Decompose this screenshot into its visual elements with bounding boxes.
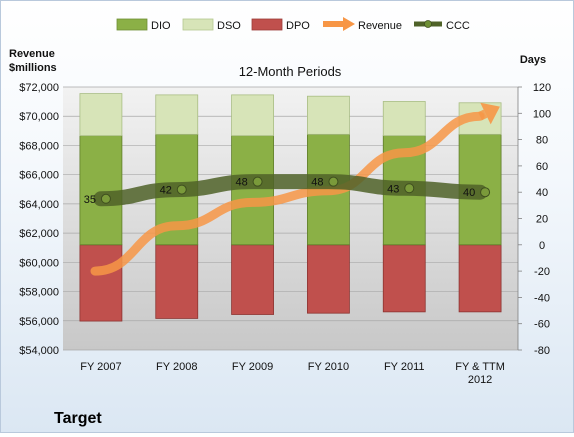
left-tick-label: $72,000 (19, 82, 59, 94)
x-tick-label: FY 2007 (80, 361, 121, 373)
ccc-data-label: 42 (160, 185, 172, 197)
ccc-data-label: 48 (235, 177, 247, 189)
legend-label-dso: DSO (217, 20, 241, 32)
left-axis-title-line-2: $millions (9, 62, 57, 74)
right-tick-label: -80 (534, 345, 550, 357)
bar-dio (231, 135, 274, 246)
left-tick-label: $56,000 (19, 316, 59, 328)
right-tick-label: -20 (534, 266, 550, 278)
bar-dpo (231, 244, 274, 315)
bar-dpo (307, 244, 350, 314)
left-axis-ticks: $54,000 $56,000 $58,000 $60,000 $62,000 $64,0… (19, 82, 59, 357)
ccc-data-label: 40 (463, 187, 475, 199)
right-tick-label: 40 (536, 187, 548, 199)
gridlines (63, 86, 518, 351)
ccc-marker (404, 183, 415, 194)
company-label: Target (54, 410, 102, 427)
left-axis-title-line-1: Revenue (9, 48, 55, 60)
right-tick-label: 100 (533, 108, 551, 120)
legend-swatch-dio (116, 18, 148, 31)
bar-dpo (155, 244, 199, 319)
right-tick-label: -40 (534, 292, 550, 304)
x-tick-label: FY 2010 (308, 361, 349, 373)
right-tick-label: 0 (539, 240, 545, 252)
x-tick-label: FY 2011 (384, 361, 425, 373)
revenue-arrow-shaft (478, 109, 488, 121)
left-tick-label: $68,000 (19, 140, 59, 152)
left-tick-label: $62,000 (19, 228, 59, 240)
legend-label-ccc: CCC (446, 20, 470, 32)
x-tick-label: FY 2008 (156, 361, 197, 373)
revenue-arrow-head (480, 102, 500, 125)
revenue-arrow (90, 102, 500, 276)
ccc-marker (328, 176, 339, 187)
x-tick-label: FY 2009 (232, 361, 273, 373)
ccc-marker (176, 184, 187, 195)
bar-dso (231, 94, 274, 137)
legend-label-revenue: Revenue (358, 20, 402, 32)
bar-dio (79, 135, 123, 246)
ccc-marker (100, 193, 111, 204)
ccc-series: 35 42 48 48 43 40 (84, 174, 491, 207)
left-tick-label: $60,000 (19, 257, 59, 269)
legend-label-dio: DIO (151, 20, 171, 32)
legend: DIO DSO DPO Revenue CCC (116, 17, 470, 32)
left-tick-label: $58,000 (19, 287, 59, 299)
left-tick-label: $66,000 (19, 170, 59, 182)
revenue-arrow-line (90, 111, 485, 276)
right-axis-ticks: -80 -60 -40 -20 0 20 40 60 80 100 120 (517, 82, 551, 357)
x-axis-ticks: FY 2007 FY 2008 FY 2009 FY 2010 FY 2011 FY & … (80, 361, 505, 386)
left-axis-title: Revenue $millions (9, 48, 57, 74)
bar-dso (382, 101, 426, 137)
legend-swatch-dso (182, 18, 214, 31)
right-tick-label: 20 (536, 214, 548, 226)
right-tick-label: 80 (536, 135, 548, 147)
right-tick-label: -60 (534, 319, 550, 331)
legend-swatch-dpo (251, 18, 283, 31)
ccc-data-label: 43 (387, 183, 399, 195)
ccc-marker (480, 187, 491, 198)
bar-dpo (458, 244, 502, 313)
legend-swatch-revenue (323, 17, 355, 31)
bar-dso (307, 95, 350, 135)
bar-dpo (382, 244, 426, 313)
legend-label-dpo: DPO (286, 20, 310, 32)
ccc-data-label: 48 (311, 177, 323, 189)
right-tick-label: 60 (536, 161, 548, 173)
ccc-data-label: 35 (84, 194, 96, 206)
ccc-marker (252, 176, 263, 187)
x-tick-label: FY & TTM (455, 361, 505, 373)
left-tick-label: $64,000 (19, 199, 59, 211)
right-tick-label: 120 (533, 82, 551, 94)
x-tick-label: 2012 (468, 374, 492, 386)
bar-dso (79, 93, 123, 137)
legend-swatch-ccc (414, 20, 442, 28)
bar-dso (155, 94, 199, 135)
left-tick-label: $54,000 (19, 345, 59, 357)
right-axis-title: Days (520, 54, 546, 66)
left-tick-label: $70,000 (19, 111, 59, 123)
bar-dpo (79, 244, 123, 322)
chart-title: 12-Month Periods (239, 64, 342, 79)
